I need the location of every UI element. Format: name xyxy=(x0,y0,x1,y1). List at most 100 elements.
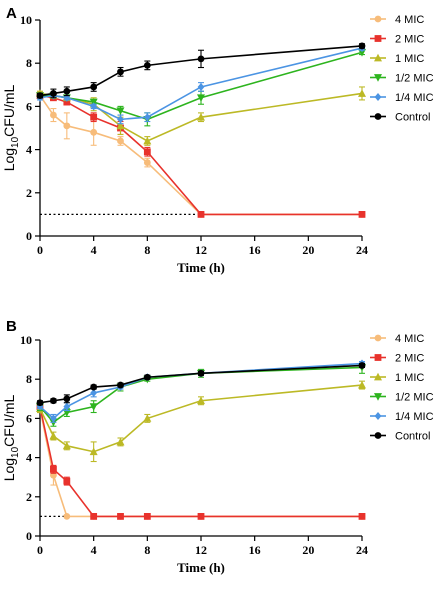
x-tick-label: 24 xyxy=(356,543,368,557)
legend-marker xyxy=(374,35,382,42)
y-tick-label: 2 xyxy=(26,186,32,200)
legend-marker xyxy=(374,372,382,381)
legend-item: 4 MIC xyxy=(370,14,424,26)
data-point xyxy=(90,113,98,121)
data-point xyxy=(358,513,366,520)
x-tick-label: 12 xyxy=(195,543,207,557)
x-tick-label: 8 xyxy=(144,243,150,257)
legend-label: 1/4 MIC xyxy=(395,411,434,423)
legend-marker xyxy=(374,412,382,420)
data-point xyxy=(50,414,57,423)
y-axis-title: Log10CFU/mL xyxy=(1,394,21,481)
series-2-mic xyxy=(36,92,366,218)
legend-label: 1 MIC xyxy=(395,53,424,65)
data-point xyxy=(50,90,57,97)
data-point xyxy=(117,137,124,145)
series-4-mic xyxy=(36,90,366,218)
legend-label: 1/4 MIC xyxy=(395,92,434,104)
x-tick-label: 20 xyxy=(302,243,314,257)
legend-marker xyxy=(374,432,382,439)
legend-label: 2 MIC xyxy=(395,34,424,46)
data-point xyxy=(116,437,125,446)
data-point xyxy=(62,441,71,450)
y-tick-label: 6 xyxy=(26,411,32,425)
x-tick-label: 4 xyxy=(91,243,97,257)
data-point xyxy=(90,128,98,136)
legend-marker xyxy=(374,93,382,101)
y-axis-title-subscript: 10 xyxy=(10,136,21,148)
y-tick-label: 2 xyxy=(26,490,32,504)
x-tick-label: 8 xyxy=(144,543,150,557)
data-point xyxy=(197,211,205,218)
data-point xyxy=(143,113,151,122)
y-tick-label: 4 xyxy=(26,451,32,465)
data-point xyxy=(197,369,205,377)
y-axis-title-suffix: CFU/mL xyxy=(1,394,17,446)
data-point xyxy=(143,414,152,422)
legend-marker xyxy=(374,74,382,82)
data-point xyxy=(116,107,125,115)
data-point xyxy=(358,49,366,57)
data-point xyxy=(117,381,124,389)
data-point xyxy=(143,136,152,145)
legend-item: 1/4 MIC xyxy=(370,411,434,423)
data-point xyxy=(63,87,71,95)
x-tick-label: 0 xyxy=(37,243,43,257)
legend-label: 1/2 MIC xyxy=(395,392,434,404)
y-tick-label: 8 xyxy=(26,372,32,386)
legend-item: Control xyxy=(370,431,430,443)
data-point xyxy=(197,94,205,102)
legend-item: 1 MIC xyxy=(370,372,424,384)
x-tick-label: 4 xyxy=(91,543,97,557)
x-tick-label: 24 xyxy=(356,243,368,257)
y-tick-label: 0 xyxy=(26,229,32,243)
data-point xyxy=(63,402,71,411)
series-2-mic xyxy=(36,402,366,520)
x-tick-label: 12 xyxy=(195,243,207,257)
data-point xyxy=(49,431,58,440)
legend-item: 2 MIC xyxy=(370,34,424,46)
data-point xyxy=(36,399,44,407)
legend-item: 4 MIC xyxy=(370,333,424,345)
data-point xyxy=(90,513,98,520)
data-point xyxy=(63,477,71,485)
data-point xyxy=(197,113,205,121)
data-point xyxy=(143,513,151,520)
data-point xyxy=(36,92,44,99)
legend-item: Control xyxy=(370,112,430,124)
x-tick-label: 16 xyxy=(249,543,261,557)
legend-item: 1/2 MIC xyxy=(370,73,434,85)
data-point xyxy=(50,111,57,119)
legend-marker xyxy=(374,113,382,120)
series-line xyxy=(39,408,362,518)
data-point xyxy=(358,380,366,389)
data-point xyxy=(197,82,205,91)
data-point xyxy=(358,89,366,97)
legend-item: 2 MIC xyxy=(370,353,424,365)
data-point xyxy=(89,447,98,456)
y-axis-title-prefix: Log xyxy=(1,458,17,481)
data-point xyxy=(90,388,98,397)
legend-marker xyxy=(374,354,382,361)
legend-label: Control xyxy=(395,431,430,443)
data-point xyxy=(50,465,57,473)
data-point xyxy=(197,55,205,63)
data-point xyxy=(90,102,98,111)
series-control xyxy=(36,362,366,407)
panel-letter: B xyxy=(6,318,17,335)
data-point xyxy=(143,61,151,69)
data-point xyxy=(358,362,366,369)
data-point xyxy=(89,403,98,411)
data-point xyxy=(63,513,71,520)
x-tick-label: 20 xyxy=(302,543,314,557)
legend-label: 4 MIC xyxy=(395,14,424,26)
legend-label: 4 MIC xyxy=(395,333,424,345)
legend-item: 1/4 MIC xyxy=(370,92,434,104)
y-axis-title-prefix: Log xyxy=(1,148,17,171)
legend-label: 1 MIC xyxy=(395,372,424,384)
data-point xyxy=(90,83,98,91)
x-tick-label: 0 xyxy=(37,543,43,557)
